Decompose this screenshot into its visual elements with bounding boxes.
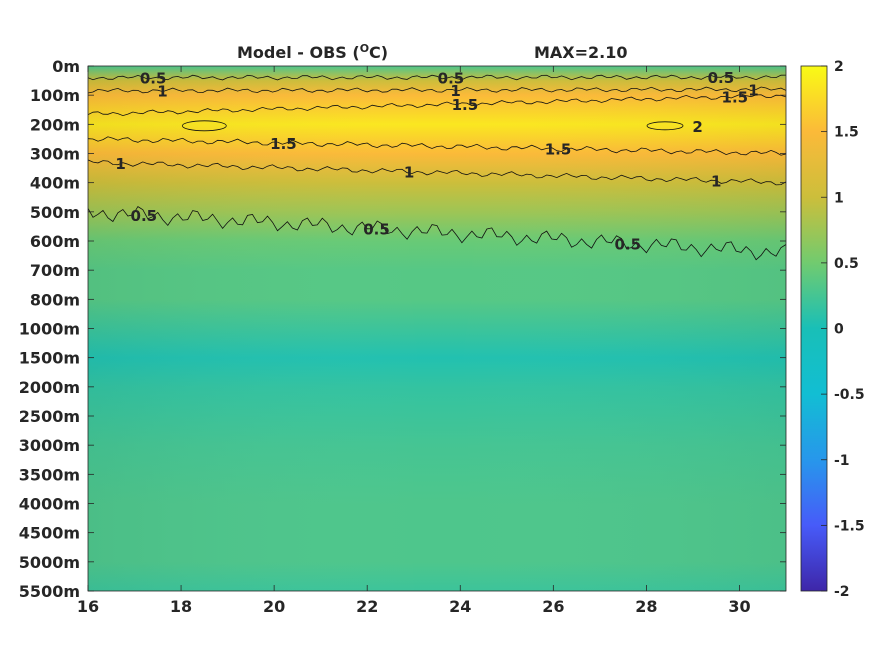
x-axis: 16 18 20 22 24 26 28 30	[77, 66, 751, 616]
x-tick-label: 24	[449, 597, 471, 616]
y-tick-label: 4500m	[19, 524, 80, 543]
y-tick-label: 3000m	[19, 436, 80, 455]
y-tick-label: 400m	[30, 174, 80, 193]
y-tick-label: 200m	[30, 115, 80, 134]
chart-title: Model - OBS (OC)	[237, 42, 388, 62]
contour-label: 1	[157, 83, 167, 101]
y-tick-label: 100m	[30, 86, 80, 105]
y-tick-label: 700m	[30, 261, 80, 280]
contour-label: 1.5	[722, 89, 749, 107]
heatmap-shading	[88, 66, 786, 591]
x-tick-label: 16	[77, 597, 99, 616]
colorbar-tick-label: 2	[834, 59, 844, 75]
colorbar: 2 1.5 1 0.5 0 -0.5 -1 -1.5 -2	[800, 59, 865, 600]
x-tick-label: 26	[542, 597, 564, 616]
y-tick-label: 5000m	[19, 553, 80, 572]
y-tick-label: 4000m	[19, 495, 80, 514]
contour-line	[88, 93, 786, 117]
contour-line	[646, 121, 684, 131]
y-tick-label: 2000m	[19, 378, 80, 397]
contour-label: 1	[404, 164, 414, 182]
colorbar-tick-label: -1.5	[834, 518, 865, 534]
contour-label: 1	[450, 82, 460, 100]
contour-line	[88, 206, 786, 261]
colorbar-tick-label: 1	[834, 190, 844, 206]
y-tick-label: 600m	[30, 232, 80, 251]
x-tick-label: 22	[356, 597, 378, 616]
colorbar-ticks: 2 1.5 1 0.5 0 -0.5 -1 -1.5 -2	[821, 59, 865, 600]
colorbar-tick-label: -2	[834, 584, 850, 600]
contour-label: 0.5	[438, 69, 465, 87]
colorbar-tick-label: -1	[834, 453, 850, 469]
y-tick-label: 0m	[52, 57, 80, 76]
contour-label: 0.5	[140, 70, 167, 88]
plot-area: 0.5 0.5 0.51 1 11.5 1.521.5 1.51 1 10.50.50.5	[88, 66, 786, 591]
contour-label: 1	[711, 173, 721, 191]
contour-label: 1.5	[452, 96, 479, 114]
x-tick-label: 30	[728, 597, 750, 616]
contour-label: 1	[748, 81, 758, 99]
contour-label: 0.5	[614, 235, 641, 253]
contour-label: 1.5	[270, 135, 297, 153]
contour-line	[88, 86, 786, 94]
y-tick-label: 2500m	[19, 407, 80, 426]
y-tick-label: 3500m	[19, 465, 80, 484]
colorbar-tick-label: 1.5	[834, 125, 859, 141]
contour-label: 1	[115, 155, 125, 173]
colorbar-tick-label: 0	[834, 322, 844, 338]
contour-lines: 0.5 0.5 0.51 1 11.5 1.521.5 1.51 1 10.50.50.5	[88, 69, 786, 261]
y-axis: 0m 100m 200m 300m 400m 500m 600m 700m 800m 1000m 1…	[19, 57, 786, 601]
max-label: MAX=2.10	[534, 43, 628, 62]
contour-line	[88, 74, 786, 81]
y-tick-label: 1000m	[19, 320, 80, 339]
x-tick-label: 18	[170, 597, 192, 616]
y-tick-label: 300m	[30, 145, 80, 164]
contour-line	[88, 136, 786, 156]
colorbar-tick-label: -0.5	[834, 387, 865, 403]
contour-line	[181, 120, 227, 132]
x-tick-label: 28	[635, 597, 657, 616]
contour-label: 0.5	[363, 221, 390, 239]
colorbar-tick-label: 0.5	[834, 256, 859, 272]
contour-line	[88, 159, 786, 186]
y-tick-label: 500m	[30, 203, 80, 222]
contour-label: 1.5	[545, 141, 572, 159]
contour-label: 2	[692, 118, 702, 136]
y-tick-label: 1500m	[19, 349, 80, 368]
y-tick-label: 5500m	[19, 582, 80, 601]
contour-label: 0.5	[131, 207, 158, 225]
y-tick-label: 800m	[30, 290, 80, 309]
contour-label: 0.5	[708, 69, 735, 87]
x-tick-label: 20	[263, 597, 285, 616]
